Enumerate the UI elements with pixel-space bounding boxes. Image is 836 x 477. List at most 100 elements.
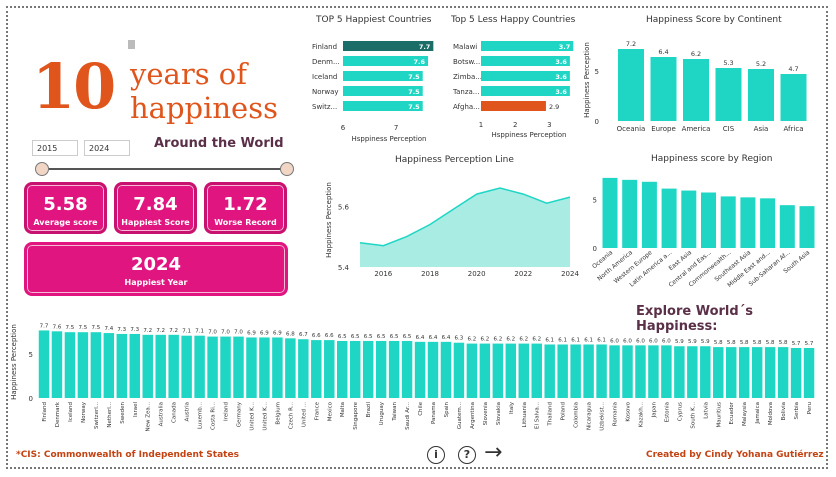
- title-line1: years of: [130, 57, 247, 91]
- continent-bar: [650, 57, 677, 121]
- continent-value-label: 6.2: [691, 50, 701, 58]
- less5-country-label: Afgha...: [453, 103, 480, 111]
- continent-tick-label: 5: [595, 68, 599, 76]
- country-name-label: Switzerl...: [94, 402, 100, 429]
- country-value-label: 6.4: [442, 335, 451, 341]
- country-name-label: United K...: [249, 402, 255, 431]
- less5-bar: [481, 101, 546, 111]
- country-value-label: 6.6: [325, 333, 334, 339]
- country-bar: [505, 343, 517, 398]
- continent-bar: [618, 49, 644, 121]
- country-value-label: 6.0: [636, 338, 645, 344]
- country-value-label: 7.2: [156, 328, 165, 334]
- country-value-label: 6.0: [623, 338, 632, 344]
- less5-xlabel: Hsppiness Perception: [491, 131, 566, 139]
- country-value-label: 6.2: [493, 337, 502, 343]
- country-name-label: South K...: [690, 402, 696, 429]
- country-value-label: 5.9: [701, 339, 710, 345]
- country-value-label: 7.5: [66, 325, 75, 331]
- country-bar: [713, 347, 724, 398]
- top5-country-label: Switz...: [312, 103, 337, 111]
- year-slider-start-handle[interactable]: [35, 162, 49, 176]
- country-value-label: 7.0: [208, 330, 217, 336]
- less5-title: Top 5 Less Happy Countries: [451, 15, 576, 25]
- country-bar: [492, 343, 504, 398]
- region-tick-label: 5: [593, 196, 597, 204]
- average-score-value: 5.58: [43, 194, 88, 215]
- country-bar: [453, 342, 465, 398]
- line-title: Happiness Perception Line: [395, 155, 514, 165]
- country-bar: [609, 345, 620, 398]
- less5-country-label: Botsw...: [453, 58, 480, 66]
- country-bar: [414, 341, 426, 398]
- continent-category-label: Asia: [754, 125, 769, 133]
- top5-bar: [343, 86, 423, 96]
- year-start-input[interactable]: 2015: [32, 140, 78, 156]
- continent-value-label: 5.2: [756, 60, 766, 68]
- country-name-label: Guatem...: [457, 402, 463, 430]
- info-icon[interactable]: i: [427, 446, 445, 464]
- country-value-label: 6.2: [480, 337, 489, 343]
- line-area-fill: [360, 188, 570, 267]
- country-bar: [272, 337, 283, 398]
- continent-value-label: 4.7: [788, 65, 798, 73]
- happiest-year-value: 2024: [130, 254, 182, 275]
- country-value-label: 6.7: [299, 332, 308, 338]
- country-bar: [635, 345, 646, 398]
- country-name-label: Finland: [42, 402, 48, 422]
- region-bar: [681, 190, 697, 248]
- cis-footnote: *CIS: Commonwealth of Independent States: [16, 450, 239, 460]
- country-name-label: Australia: [159, 402, 165, 426]
- country-value-label: 7.1: [195, 329, 204, 335]
- country-value-label: 5.8: [727, 340, 736, 346]
- happiest-score-card: 7.84 Happiest Score: [114, 182, 197, 234]
- country-bar: [51, 331, 63, 398]
- less5-bar: [481, 56, 570, 66]
- average-score-label: Average score: [33, 218, 98, 227]
- country-name-label: Israel: [133, 402, 139, 418]
- country-value-label: 6.1: [597, 337, 606, 343]
- country-name-label: Argentina: [470, 402, 476, 429]
- country-name-label: Belgium: [275, 402, 281, 425]
- country-name-label: Peru: [807, 402, 813, 414]
- country-bar: [220, 336, 231, 398]
- year-slider-track[interactable]: [40, 168, 288, 170]
- country-value-label: 6.1: [571, 337, 580, 343]
- country-bar: [518, 343, 529, 398]
- country-bar: [738, 347, 750, 398]
- country-name-label: Jamaica: [755, 402, 761, 425]
- region-bar: [661, 188, 677, 248]
- country-bar: [622, 345, 633, 398]
- continent-category-label: CIS: [723, 125, 735, 133]
- country-value-label: 7.5: [91, 325, 100, 331]
- next-page-icon[interactable]: →: [484, 440, 503, 465]
- country-bar: [479, 343, 491, 398]
- country-bar: [777, 347, 789, 398]
- country-name-label: Taiwan: [392, 401, 398, 421]
- country-name-label: United ...: [301, 402, 307, 427]
- country-value-label: 6.4: [429, 335, 438, 341]
- countries-tick-label: 5: [29, 351, 33, 359]
- country-value-label: 6.0: [649, 338, 658, 344]
- country-value-label: 5.9: [675, 339, 684, 345]
- line-x-tick-label: 2018: [421, 270, 439, 278]
- country-value-label: 7.7: [40, 323, 49, 329]
- dashboard-frame: [6, 6, 828, 469]
- top5-bar: [343, 41, 434, 51]
- country-bar: [77, 332, 89, 398]
- country-bar: [103, 333, 115, 398]
- country-bar: [440, 341, 452, 398]
- region-bar: [740, 197, 756, 248]
- title-subtitle: Around the World: [154, 136, 284, 151]
- help-icon[interactable]: ?: [458, 446, 476, 464]
- year-end-input[interactable]: 2024: [84, 140, 130, 156]
- country-bar: [790, 347, 802, 398]
- drag-handle[interactable]: [128, 40, 135, 49]
- country-bar: [129, 333, 140, 398]
- region-bar: [720, 196, 736, 248]
- country-name-label: Panama: [431, 402, 437, 424]
- year-slider-end-handle[interactable]: [280, 162, 294, 176]
- country-value-label: 6.5: [351, 334, 360, 340]
- country-name-label: Malta: [340, 402, 346, 417]
